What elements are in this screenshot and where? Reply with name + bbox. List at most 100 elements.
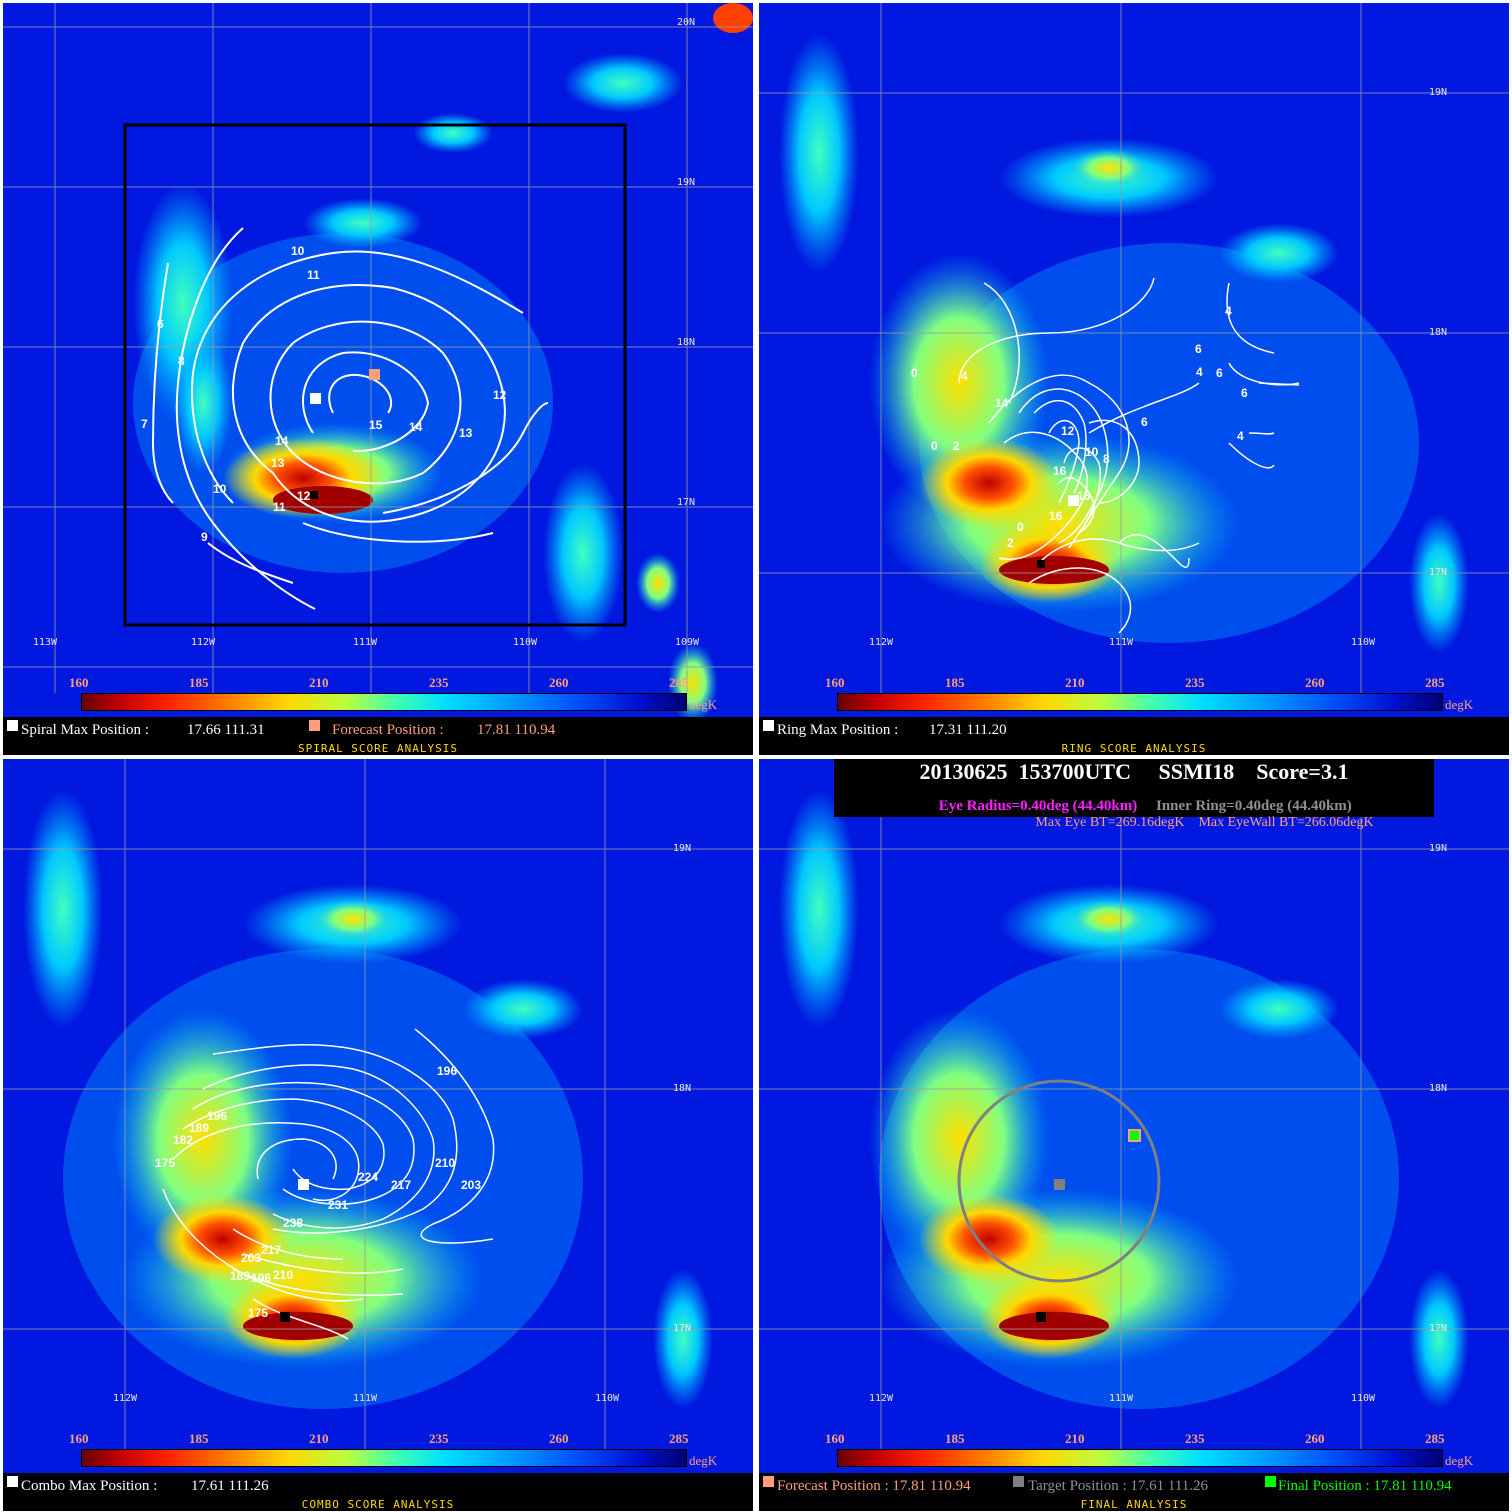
- lat-label: 18N: [673, 1083, 692, 1094]
- contour-label: 231: [328, 1198, 348, 1212]
- contour-label: 6: [1216, 366, 1223, 380]
- contour-label: 196: [207, 1109, 227, 1123]
- contour-label: 210: [273, 1268, 293, 1282]
- lat-label: 20N: [677, 17, 696, 28]
- spiral-max-label: Spiral Max Position :: [21, 722, 149, 738]
- contour-label: 14: [995, 396, 1009, 410]
- lat-label: 19N: [673, 843, 692, 854]
- ring-max-legend-icon: [763, 720, 774, 731]
- forecast-legend-icon: [309, 720, 320, 731]
- lat-label: 18N: [1429, 1083, 1448, 1094]
- colorbar-tick: 235: [429, 675, 449, 690]
- header-radius-row: Eye Radius=0.40deg (44.40km) Inner Ring=…: [834, 781, 1434, 832]
- forecast-label: Forecast Position : 17.81 110.94: [777, 1478, 971, 1494]
- colorbar-tick: 160: [825, 1431, 845, 1446]
- ring-footer: Ring Max Position : 17.31 111.20 RING SC…: [759, 717, 1509, 755]
- contour-label: 16: [1053, 464, 1067, 478]
- contour-label: 4: [1225, 304, 1232, 318]
- spiral-panel: 10 11 6 8 7 12 13 15 14 14 13 12 10 11 9…: [3, 3, 753, 755]
- colorbar-tick: 260: [1305, 675, 1325, 690]
- contour-label: 13: [271, 456, 285, 470]
- contour-label: 6: [1141, 415, 1148, 429]
- contour-label: 11: [307, 268, 320, 282]
- ring-map: 4 0 4 6 4 6 6 14 6 4 0 2 12 10 8 16 16 1…: [759, 3, 1509, 693]
- contour-label: 10: [1085, 445, 1099, 459]
- lon-label: 112W: [113, 1393, 138, 1404]
- ring-max-marker: [1068, 495, 1079, 506]
- contour-label: 217: [261, 1243, 281, 1257]
- contour-label: 189: [189, 1121, 209, 1135]
- combo-panel: 196 196 189 182 175 224 217 210 203 231 …: [3, 759, 753, 1511]
- lon-label: 111W: [353, 1393, 378, 1404]
- colorbar-unit: degK: [1445, 1453, 1474, 1468]
- colorbar-tick: 210: [309, 675, 329, 690]
- final-header: 20130625 153700UTC SSMI18 Score=3.1 Eye …: [834, 759, 1434, 830]
- spiral-max-legend-icon: [7, 720, 18, 731]
- combo-max-value: 17.61 111.26: [191, 1478, 269, 1494]
- contour-label: 196: [437, 1064, 457, 1078]
- panel-title: RING SCORE ANALYSIS: [1061, 742, 1207, 755]
- ring-max-label: Ring Max Position :: [777, 722, 899, 738]
- lat-label: 19N: [677, 177, 696, 188]
- max-eyewall-bt: Max EyeWall BT=266.06degK: [1198, 815, 1374, 830]
- contour-label: 16: [1077, 489, 1091, 503]
- ring-min-marker: [1037, 560, 1045, 568]
- contour-label: 13: [459, 426, 473, 440]
- contour-label: 8: [178, 354, 185, 368]
- colorbar-tick: 260: [549, 1431, 569, 1446]
- combo-max-marker: [298, 1179, 309, 1190]
- colorbar-tick: 185: [945, 1431, 965, 1446]
- forecast-value: 17.81 110.94: [477, 722, 556, 738]
- final-footer: Forecast Position : 17.81 110.94 Target …: [759, 1473, 1509, 1511]
- contour-label: 10: [213, 482, 227, 496]
- colorbar-unit: degK: [1445, 697, 1474, 712]
- colorbar-tick: 285: [1425, 675, 1445, 690]
- lat-label: 19N: [1429, 87, 1448, 98]
- lon-label: 111W: [353, 637, 378, 648]
- contour-label: 2: [1007, 536, 1014, 550]
- colorbar: [837, 1449, 1443, 1467]
- contour-label: 6: [1195, 342, 1202, 356]
- lat-label: 17N: [1429, 1323, 1448, 1334]
- lat-label: 18N: [677, 337, 696, 348]
- lon-label: 112W: [869, 1393, 894, 1404]
- combo-footer: Combo Max Position : 17.61 111.26 COMBO …: [3, 1473, 753, 1511]
- spiral-min-marker: [310, 491, 318, 499]
- contour-label: 217: [391, 1178, 411, 1192]
- colorbar-tick: 210: [1065, 1431, 1085, 1446]
- lon-label: 112W: [191, 637, 216, 648]
- contour-label: 12: [493, 388, 507, 402]
- colorbar-tick: 185: [189, 675, 209, 690]
- ring-panel: 4 0 4 6 4 6 6 14 6 4 0 2 12 10 8 16 16 1…: [759, 3, 1509, 755]
- lon-label: 113W: [33, 637, 58, 648]
- colorbar-tick: 235: [1185, 1431, 1205, 1446]
- colorbar-unit: degK: [689, 1453, 718, 1468]
- colorbar: [81, 1449, 687, 1467]
- contour-label: 4: [1196, 365, 1203, 379]
- panel-title: SPIRAL SCORE ANALYSIS: [297, 742, 459, 755]
- target-label: Target Position : 17.61 111.26: [1028, 1478, 1209, 1494]
- contour-label: 10: [291, 244, 305, 258]
- colorbar-tick: 185: [189, 1431, 209, 1446]
- lon-label: 111W: [1109, 637, 1134, 648]
- panel-title: COMBO SCORE ANALYSIS: [301, 1498, 455, 1511]
- lon-label: 110W: [1351, 637, 1376, 648]
- contour-label: 7: [141, 417, 148, 431]
- contour-label: 175: [155, 1156, 175, 1170]
- lat-label: 17N: [1429, 567, 1448, 578]
- contour-label: 14: [409, 420, 423, 434]
- contour-label: 6: [157, 317, 164, 331]
- ring-max-value: 17.31 111.20: [929, 722, 1007, 738]
- contour-label: 0: [931, 439, 938, 453]
- final-label: Final Position : 17.81 110.94: [1278, 1478, 1452, 1494]
- lat-label: 18N: [1429, 327, 1448, 338]
- final-panel: 20130625 153700UTC SSMI18 Score=3.1 Eye …: [759, 759, 1509, 1511]
- lon-label: 110W: [595, 1393, 620, 1404]
- header-title: 20130625 153700UTC SSMI18 Score=3.1: [919, 759, 1349, 784]
- colorbar-tick: 160: [69, 675, 89, 690]
- colorbar-tick: 210: [309, 1431, 329, 1446]
- colorbar-tick: 210: [1065, 675, 1085, 690]
- target-legend-icon: [1013, 1476, 1024, 1487]
- contour-label: 4: [1237, 429, 1244, 443]
- contour-label: 9: [201, 530, 208, 544]
